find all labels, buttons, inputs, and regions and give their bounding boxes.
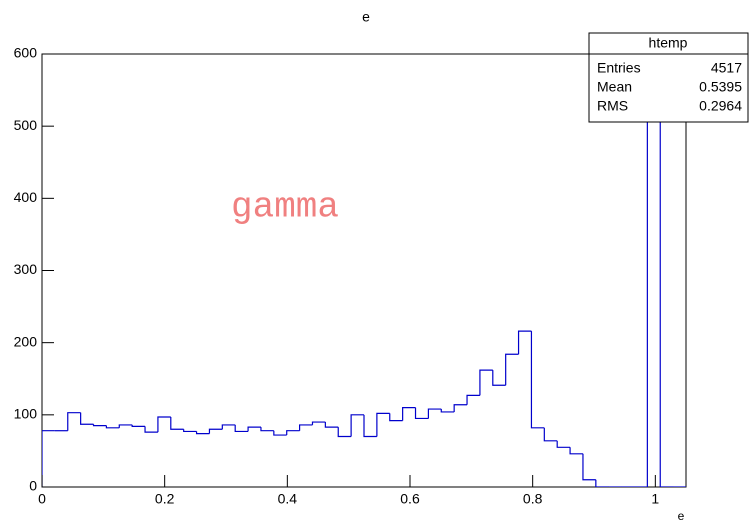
bin: [105, 425, 120, 429]
stats-value: 0.2964: [699, 98, 742, 114]
bin: [402, 407, 416, 421]
bin: [376, 412, 390, 437]
bin: [556, 440, 571, 448]
stats-frame: [588, 32, 749, 123]
x-tick-label: 0: [38, 491, 46, 507]
bin: [42, 430, 55, 487]
bin: [170, 416, 184, 430]
bin: [517, 330, 532, 355]
stats-title: htemp: [649, 35, 688, 51]
y-tick-label: 500: [14, 117, 38, 133]
bin: [286, 430, 300, 436]
x-tick-label: 0.8: [523, 491, 543, 507]
annotation: gamma: [231, 187, 339, 228]
bin: [144, 426, 158, 433]
y-tick-label: 200: [14, 333, 38, 349]
stats-label: RMS: [597, 98, 628, 114]
bin: [582, 453, 596, 481]
bin: [208, 428, 223, 434]
bin: [389, 413, 403, 422]
y-tick-label: 400: [14, 189, 38, 205]
bin: [260, 427, 274, 432]
y-tick-label: 600: [14, 45, 38, 61]
bin: [569, 447, 583, 455]
bin: [337, 427, 352, 438]
bin: [427, 408, 442, 419]
bin: [80, 412, 94, 425]
bin: [118, 424, 133, 428]
bin: [247, 426, 261, 432]
bin: [530, 331, 545, 429]
bin: [492, 370, 506, 386]
stats-label: Mean: [597, 79, 632, 95]
stats-value: 4517: [711, 60, 742, 76]
bin: [595, 479, 609, 487]
bin: [183, 429, 197, 433]
y-tick-label: 100: [14, 406, 38, 422]
x-tick-label: 0.2: [155, 491, 175, 507]
stats-value: 0.5395: [699, 79, 742, 95]
bin: [466, 394, 480, 405]
bin: [646, 54, 648, 487]
bin: [414, 407, 429, 420]
x-tick-label: 1: [651, 491, 659, 507]
bin: [324, 422, 339, 428]
x-axis-label: e: [678, 509, 685, 523]
bin: [195, 431, 210, 435]
stats-label: Entries: [597, 60, 641, 76]
bin: [453, 404, 468, 412]
bin: [67, 412, 81, 431]
y-tick-label: 300: [14, 261, 38, 277]
x-tick-label: 0.4: [278, 491, 298, 507]
y-tick-label: 0: [29, 478, 37, 494]
bin: [440, 409, 455, 413]
stats-box: htemp Entries 4517 Mean 0.5395 RMS 0.296…: [588, 32, 749, 123]
chart-title: e: [362, 9, 370, 25]
bin: [221, 424, 236, 430]
x-tick-label: 0.6: [400, 491, 420, 507]
bin: [273, 430, 287, 436]
bin: [92, 424, 107, 427]
bin: [157, 416, 171, 433]
bin: [350, 414, 364, 437]
bin: [363, 414, 377, 438]
bin: [479, 369, 493, 396]
bin: [311, 421, 326, 425]
bin: [299, 424, 313, 431]
bin: [234, 424, 249, 433]
bin: [543, 427, 558, 442]
bin: [505, 353, 519, 386]
bin: [131, 424, 146, 427]
